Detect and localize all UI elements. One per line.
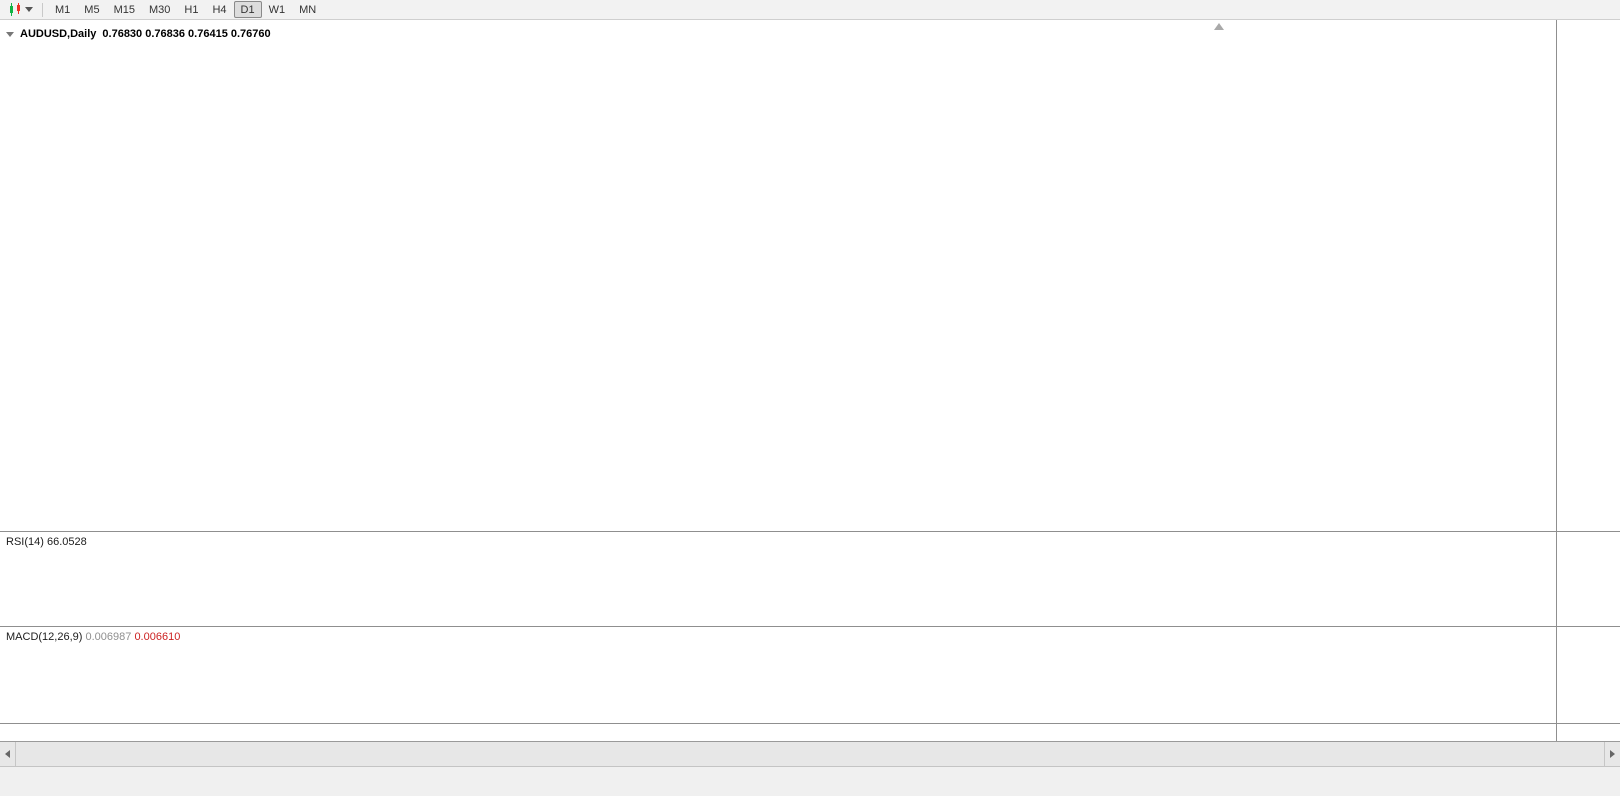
pane-separator[interactable] — [0, 626, 1620, 627]
chart-type-button[interactable] — [4, 1, 37, 19]
ohlc-values: 0.76830 0.76836 0.76415 0.76760 — [102, 28, 271, 40]
rsi-value: 66.0528 — [46, 536, 87, 548]
pane-separator[interactable] — [0, 531, 1620, 532]
symbol-period-label: AUDUSD,Daily — [20, 28, 97, 40]
tab-scroll-right-button[interactable] — [1604, 742, 1620, 766]
timeframe-buttons: M1 M5 M15 M30 H1 H4 D1 W1 MN — [48, 1, 323, 18]
tab-scroll-left-button[interactable] — [0, 742, 16, 766]
timeframe-m30-button[interactable]: M30 — [148, 4, 171, 16]
timeframe-m15-button[interactable]: M15 — [113, 4, 135, 16]
timeframe-m5-button[interactable]: M5 — [84, 4, 100, 16]
timeframe-toolbar: M1 M5 M15 M30 H1 H4 D1 W1 MN — [0, 0, 1620, 20]
chart-shift-marker — [1214, 23, 1224, 30]
timeframe-m1-button[interactable]: M1 — [55, 4, 71, 16]
rsi-header: RSI(14) 66.0528 — [6, 536, 87, 548]
chart-tab-bar — [0, 741, 1620, 766]
macd-signal-value: 0.006610 — [134, 631, 181, 643]
timeframe-w1-button[interactable]: W1 — [268, 4, 286, 16]
macd-main-value: 0.006987 — [85, 631, 132, 643]
one-click-trading-icon[interactable] — [6, 31, 14, 37]
macd-indicator-pane[interactable] — [0, 627, 1556, 723]
chevron-down-icon — [25, 7, 33, 12]
time-axis[interactable] — [0, 723, 1556, 741]
chart-tabs — [16, 742, 1604, 766]
macd-label: MACD(12,26,9) — [6, 631, 83, 643]
rsi-label: RSI(14) — [6, 536, 44, 548]
timeframe-mn-button[interactable]: MN — [299, 4, 317, 16]
timeframe-d1-button[interactable]: D1 — [233, 1, 262, 18]
chart-title: AUDUSD,Daily 0.76830 0.76836 0.76415 0.7… — [6, 28, 271, 40]
price-axis[interactable] — [1556, 20, 1620, 741]
pane-separator — [0, 723, 1620, 724]
rsi-indicator-pane[interactable] — [0, 532, 1556, 626]
status-bar — [0, 766, 1620, 796]
arrow-right-icon — [1610, 750, 1615, 758]
arrow-left-icon — [5, 750, 10, 758]
timeframe-h4-button[interactable]: H4 — [212, 4, 227, 16]
macd-header: MACD(12,26,9) 0.006987 0.006610 — [6, 631, 180, 643]
timeframe-h1-button[interactable]: H1 — [184, 4, 199, 16]
main-price-chart[interactable] — [0, 20, 1556, 531]
chart-window: AUDUSD,Daily 0.76830 0.76836 0.76415 0.7… — [0, 20, 1620, 741]
candlestick-chart-icon — [10, 3, 20, 16]
toolbar-separator — [42, 2, 43, 17]
